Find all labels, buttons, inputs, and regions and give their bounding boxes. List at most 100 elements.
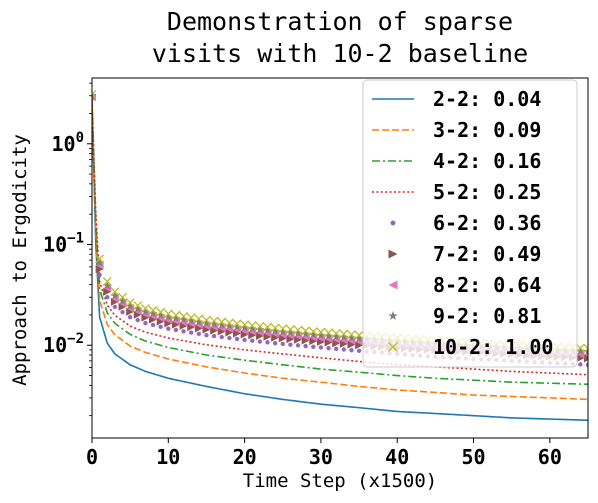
series-5-point xyxy=(356,348,362,354)
series-6-point xyxy=(332,339,341,348)
series-9-point xyxy=(354,330,364,340)
series-6-point xyxy=(286,335,295,344)
series-9-point xyxy=(232,319,242,329)
series-7-point xyxy=(301,332,310,341)
series-9-point xyxy=(285,324,295,334)
series-9-point xyxy=(186,313,196,323)
series-7-point xyxy=(118,299,127,308)
series-6-point xyxy=(103,287,112,296)
series-8-point xyxy=(103,281,112,290)
series-8-point xyxy=(110,291,120,300)
x-tick-label: 60 xyxy=(538,445,562,469)
series-6-point xyxy=(309,337,318,346)
series-8-point xyxy=(232,322,242,331)
series-9-point xyxy=(202,315,211,325)
legend-label-8: 9-2: 0.81 xyxy=(433,304,541,328)
series-5-point xyxy=(242,337,247,343)
series-7-point xyxy=(95,261,104,270)
series-9-point xyxy=(583,343,588,353)
series-8-point xyxy=(179,315,188,324)
series-8-point xyxy=(194,317,204,326)
series-9-point xyxy=(331,328,341,338)
series-6-point xyxy=(133,310,142,319)
y-tick-label-exponent: −2 xyxy=(67,331,84,347)
series-5-point xyxy=(349,347,354,353)
series-5-point xyxy=(143,320,148,326)
series-5-point xyxy=(204,332,209,338)
series-5-point xyxy=(150,322,156,328)
series-9-point xyxy=(575,343,585,353)
y-tick-label-base: 10 xyxy=(51,132,75,156)
legend-marker-9 xyxy=(388,342,398,352)
series-7-point xyxy=(355,337,364,346)
series-5-point xyxy=(112,304,118,310)
series-5-point xyxy=(311,344,316,349)
series-5-point xyxy=(303,343,308,349)
series-5-point xyxy=(166,326,171,331)
series-8-point xyxy=(332,332,341,341)
series-9-point xyxy=(179,311,189,321)
series-8-point xyxy=(301,329,310,338)
series-4 xyxy=(92,100,588,376)
series-9-point xyxy=(92,89,97,99)
legend: 2-2: 0.04 3-2: 0.09 4-2: 0.16 5-2: 0.25 6-2:… xyxy=(362,79,578,368)
chart-title-line-2: visits with 10-2 baseline xyxy=(152,39,528,68)
series-7-point xyxy=(202,322,211,331)
series-7-point xyxy=(232,325,241,334)
series-9-point xyxy=(217,317,227,327)
series-6-point xyxy=(118,302,127,311)
series-7-point xyxy=(240,326,249,335)
series-6-point xyxy=(95,265,104,274)
series-6-point xyxy=(187,323,196,332)
series-7-point xyxy=(294,332,303,341)
series-5-point xyxy=(127,314,133,320)
series-7-point xyxy=(210,323,219,332)
series-9-point xyxy=(263,322,272,332)
series-6-point xyxy=(126,307,135,316)
series-5-point xyxy=(272,340,278,346)
series-8-point xyxy=(95,258,104,267)
series-5-point xyxy=(189,330,194,335)
series-7-point xyxy=(194,320,203,329)
series-8-point xyxy=(278,327,287,336)
series-6-point xyxy=(301,336,310,345)
series-7-point xyxy=(187,319,196,328)
legend-label-9: 10-2: 1.00 xyxy=(433,335,553,359)
series-9-point xyxy=(293,325,303,335)
series-9-point xyxy=(102,276,112,286)
series-9-point xyxy=(125,298,135,308)
legend-label-3: 4-2: 0.16 xyxy=(433,149,541,173)
series-2 xyxy=(92,101,588,401)
series-8-point xyxy=(255,325,265,333)
x-tick-label: 0 xyxy=(86,445,98,469)
series-7-point xyxy=(126,304,135,313)
series-8-point xyxy=(354,333,364,342)
series-9-point xyxy=(247,321,257,330)
series-9-point xyxy=(171,310,181,320)
series-8-point xyxy=(125,301,135,310)
x-tick-label: 40 xyxy=(385,445,409,469)
series-6-point xyxy=(210,326,219,335)
series-8-point xyxy=(316,331,326,340)
series-9-point xyxy=(301,326,311,336)
chart-title-line-1: Demonstration of sparse xyxy=(167,7,513,36)
y-tick-label-exponent: −1 xyxy=(67,231,84,247)
series-7-point xyxy=(171,317,180,326)
series-7-point xyxy=(164,316,173,325)
series-7-point xyxy=(225,324,234,333)
series-9-point xyxy=(324,328,334,338)
series-8-point xyxy=(225,321,234,330)
series-5-point xyxy=(333,346,339,352)
legend-marker-6 xyxy=(388,249,398,259)
series-line-3 xyxy=(92,100,588,386)
series-7-point xyxy=(217,323,226,332)
series-8-point xyxy=(156,310,165,319)
series-5-point xyxy=(211,333,217,339)
series-6-point xyxy=(232,329,241,338)
series-9-point xyxy=(209,316,219,326)
series-8-point xyxy=(141,307,150,316)
series-6-point xyxy=(294,335,303,344)
series-6-point xyxy=(271,333,280,342)
series-7-point xyxy=(179,318,188,327)
series-6-point xyxy=(225,328,234,337)
